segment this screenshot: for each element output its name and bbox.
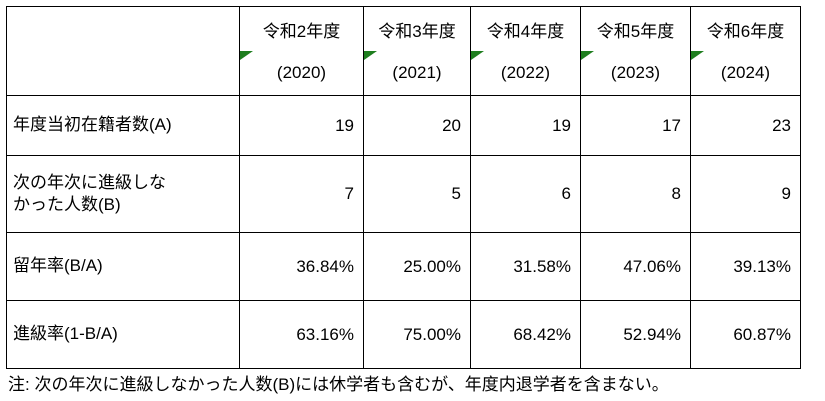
value-cell[interactable]: 17 (580, 95, 691, 156)
value-cell[interactable]: 39.13% (690, 232, 801, 301)
year-header-content: 令和6年度 (2024) (691, 8, 800, 95)
table-row-repeat-rate: 留年率(B/A) 36.84% 25.00% 31.58% 47.06% 39.… (6, 232, 801, 301)
value-cell[interactable]: 68.42% (470, 300, 581, 369)
era-label: 令和3年度 (378, 21, 456, 41)
era-label: 令和6年度 (706, 21, 785, 41)
error-indicator-icon (691, 51, 704, 60)
footnote: 注: 次の年次に進級しなかった人数(B)には休学者も含むが、年度内退学者を含まな… (8, 375, 669, 394)
value-cell[interactable]: 19 (470, 95, 581, 156)
value-cell[interactable]: 75.00% (363, 300, 471, 369)
value-cell[interactable]: 60.87% (690, 300, 801, 369)
header-row: 令和2年度 (2020) 令和3年度 (2021) (6, 6, 801, 96)
era-label: 令和4年度 (486, 21, 565, 41)
value-cell[interactable]: 47.06% (580, 232, 691, 301)
value-cell[interactable]: 36.84% (239, 232, 364, 301)
row-label-cell[interactable]: 留年率(B/A) (6, 232, 240, 301)
error-indicator-icon (581, 51, 594, 60)
value-cell[interactable]: 23 (690, 95, 801, 156)
year-label: (2022) (500, 62, 551, 82)
era-label: 令和5年度 (596, 21, 675, 41)
value-cell[interactable]: 19 (239, 95, 364, 156)
corner-cell[interactable] (6, 6, 240, 96)
table-row-not-promoted: 次の年次に進級しな かった人数(B) 7 5 6 8 9 (6, 155, 801, 233)
year-column-header-2023[interactable]: 令和5年度 (2023) (580, 6, 691, 96)
grade-progression-table: 令和2年度 (2020) 令和3年度 (2021) (6, 6, 801, 369)
value-cell[interactable]: 31.58% (470, 232, 581, 301)
error-indicator-icon (364, 51, 377, 60)
value-cell[interactable]: 25.00% (363, 232, 471, 301)
value-cell[interactable]: 20 (363, 95, 471, 156)
year-label-line: (2020) (240, 51, 363, 95)
year-column-header-2020[interactable]: 令和2年度 (2020) (239, 6, 364, 96)
year-label: (2023) (610, 62, 661, 82)
value-cell[interactable]: 6 (470, 155, 581, 233)
row-label-cell[interactable]: 年度当初在籍者数(A) (6, 95, 240, 156)
table-row-promotion-rate: 進級率(1-B/A) 63.16% 75.00% 68.42% 52.94% 6… (6, 300, 801, 369)
year-column-header-2022[interactable]: 令和4年度 (2022) (470, 6, 581, 96)
value-cell[interactable]: 9 (690, 155, 801, 233)
year-header-content: 令和4年度 (2022) (471, 8, 580, 95)
error-indicator-icon (471, 51, 484, 60)
year-label-line: (2024) (691, 51, 800, 95)
value-cell[interactable]: 5 (363, 155, 471, 233)
year-column-header-2024[interactable]: 令和6年度 (2024) (690, 6, 801, 96)
value-cell[interactable]: 63.16% (239, 300, 364, 369)
year-label-line: (2023) (581, 51, 690, 95)
era-label: 令和2年度 (262, 21, 341, 41)
row-label-cell[interactable]: 次の年次に進級しな かった人数(B) (6, 155, 240, 233)
year-column-header-2021[interactable]: 令和3年度 (2021) (363, 6, 471, 96)
year-label-line: (2022) (471, 51, 580, 95)
error-indicator-icon (240, 51, 253, 60)
year-header-content: 令和5年度 (2023) (581, 8, 690, 95)
row-label-cell[interactable]: 進級率(1-B/A) (6, 300, 240, 369)
value-cell[interactable]: 8 (580, 155, 691, 233)
year-header-content: 令和2年度 (2020) (240, 8, 363, 95)
table-row-initial-enrollment: 年度当初在籍者数(A) 19 20 19 17 23 (6, 95, 801, 156)
year-label: (2020) (276, 62, 327, 82)
year-label: (2024) (720, 62, 771, 82)
year-header-content: 令和3年度 (2021) (364, 8, 470, 95)
year-label-line: (2021) (364, 51, 470, 95)
year-label: (2021) (392, 62, 442, 82)
value-cell[interactable]: 7 (239, 155, 364, 233)
value-cell[interactable]: 52.94% (580, 300, 691, 369)
